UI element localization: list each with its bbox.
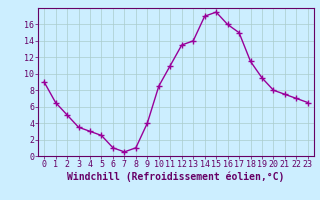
X-axis label: Windchill (Refroidissement éolien,°C): Windchill (Refroidissement éolien,°C) — [67, 172, 285, 182]
